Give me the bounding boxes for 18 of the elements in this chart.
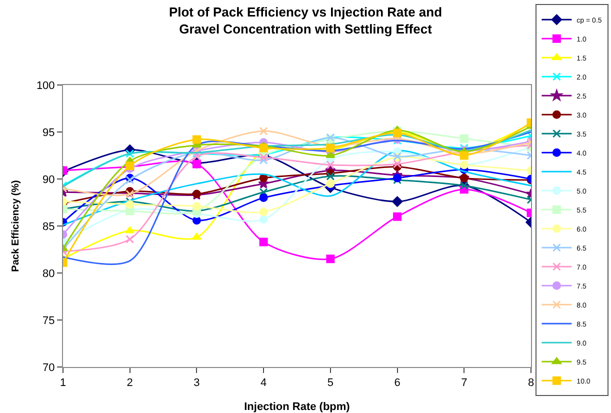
y-tick-label: 85 (42, 220, 55, 233)
y-tick-label: 75 (42, 314, 55, 327)
y-axis-title: Pack Efficiency (%) (10, 180, 22, 272)
x-tick-label: 1 (60, 377, 66, 390)
x-axis-title: Injection Rate (bpm) (244, 401, 350, 413)
x-tick-label: 3 (194, 377, 200, 390)
x-tick-label: 7 (461, 377, 468, 390)
x-tick-label: 5 (327, 377, 334, 390)
chart-title: Plot of Pack Efficiency vs Injection Rate and Gravel Concentration with Settling Effect (168, 4, 442, 36)
y-tick-label: 100 (36, 80, 55, 92)
x-tick-label: 8 (528, 377, 534, 390)
y-tick-label: 95 (42, 126, 55, 139)
y-tick-label: 90 (42, 174, 55, 186)
y-tick-label: 70 (42, 362, 55, 374)
y-tick-label: 80 (42, 268, 55, 280)
x-tick-label: 4 (260, 377, 267, 390)
x-tick-label: 2 (126, 377, 133, 390)
x-tick-label: 6 (394, 377, 400, 390)
